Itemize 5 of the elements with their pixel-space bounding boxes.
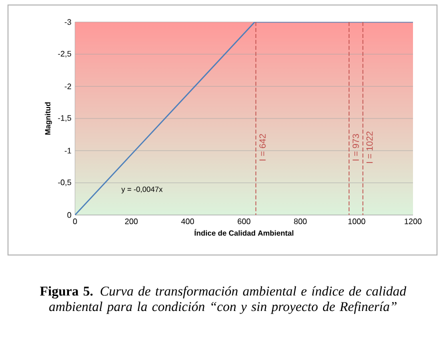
text: Figura 5. Curva de transformación ambiental e índice de calidad ambiental para la condición “con y sin proyecto de Refinería” [40, 286, 406, 314]
line-series [75, 22, 414, 215]
ref-line-label: I = 642 [259, 134, 266, 160]
ref-line-label: I = 1022 [366, 132, 373, 163]
ref-line-label: I = 973 [352, 134, 359, 160]
